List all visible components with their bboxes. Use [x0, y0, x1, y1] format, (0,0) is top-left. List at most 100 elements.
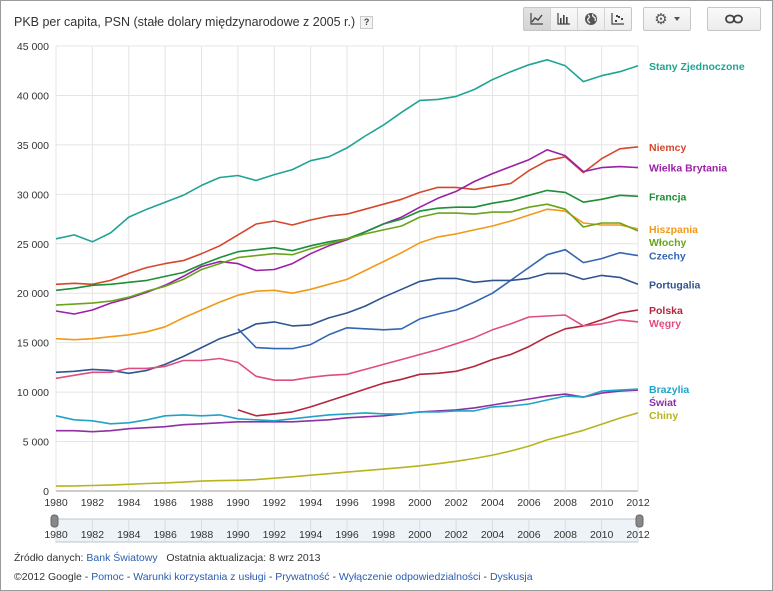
timeline-tick-label: 1984 — [117, 529, 141, 541]
chart-title: PKB per capita, PSN (stałe dolary między… — [14, 15, 356, 29]
footer-link-help[interactable]: Pomoc — [91, 571, 124, 583]
timeline-tick-label: 1994 — [299, 529, 323, 541]
source-line: Źródło danych: Bank Światowy Ostatnia ak… — [14, 552, 320, 564]
series-label: Portugalia — [649, 279, 701, 291]
y-tick-label: 20 000 — [17, 288, 49, 300]
y-axis-ticks: 0 5 000 10 000 15 000 20 000 25 000 30 000 35 0… — [17, 41, 49, 498]
y-tick-label: 35 000 — [17, 140, 49, 152]
series-label: Stany Zjednoczone — [649, 61, 745, 73]
timeline-tick-label: 1980 — [44, 529, 68, 541]
separator: - — [332, 571, 336, 583]
source-label: Źródło danych: — [14, 552, 84, 564]
y-tick-label: 0 — [43, 486, 49, 498]
link-button[interactable] — [707, 7, 761, 31]
y-tick-label: 5 000 — [23, 437, 49, 449]
timeline-tick-label: 2006 — [517, 529, 541, 541]
x-tick-label: 1984 — [117, 497, 141, 509]
series-line — [237, 248, 639, 350]
x-axis-ticks: 1980 1982 1984 1986 1988 1990 1992 1994 1996 1998… — [44, 497, 650, 509]
series-label: Polska — [649, 305, 683, 317]
x-tick-label: 1998 — [372, 497, 396, 509]
series-line — [55, 203, 639, 306]
globe-icon[interactable] — [578, 8, 605, 30]
footer-link-terms[interactable]: Warunki korzystania z usługi — [133, 571, 266, 583]
series-label: Francja — [649, 191, 687, 203]
view-switcher — [523, 7, 632, 31]
y-tick-label: 10 000 — [17, 387, 49, 399]
series-line — [55, 412, 639, 487]
link-icon — [725, 14, 743, 24]
series-lines — [55, 59, 639, 487]
gear-icon: ⚙ — [654, 10, 668, 28]
x-tick-label: 2006 — [517, 497, 541, 509]
timeline-tick-label: 2002 — [444, 529, 468, 541]
timeline-tick-label: 2000 — [408, 529, 432, 541]
y-tick-label: 25 000 — [17, 239, 49, 251]
x-tick-label: 2002 — [444, 497, 468, 509]
series-label: Wielka Brytania — [649, 163, 727, 175]
timeline-tick-label: 1990 — [226, 529, 250, 541]
timeline-tick-label: 1996 — [335, 529, 359, 541]
line-chart-icon[interactable] — [524, 8, 551, 30]
x-tick-label: 1992 — [263, 497, 287, 509]
y-tick-label: 40 000 — [17, 90, 49, 102]
separator: - — [126, 571, 131, 583]
settings-button[interactable]: ⚙ — [643, 7, 691, 31]
series-line — [237, 309, 639, 417]
x-tick-label: 2000 — [408, 497, 432, 509]
series-line — [55, 314, 639, 381]
timeline-slider: 1980 1982 1984 1986 1988 1990 1992 1994 1996 1998… — [44, 514, 650, 543]
timeline-tick-label: 2008 — [554, 529, 578, 541]
x-tick-label: 1988 — [190, 497, 214, 509]
series-line — [55, 208, 639, 341]
copyright-text: ©2012 Google — [14, 571, 82, 583]
timeline-end-handle[interactable] — [635, 514, 644, 528]
x-tick-label: 2010 — [590, 497, 614, 509]
series-label: Niemcy — [649, 142, 687, 154]
source-link[interactable]: Bank Światowy — [86, 552, 158, 564]
timeline-tick-label: 1986 — [153, 529, 177, 541]
grid-lines — [55, 45, 639, 492]
footer-link-privacy[interactable]: Prywatność — [275, 571, 330, 583]
x-tick-label: 1980 — [44, 497, 68, 509]
timeline-tick-label: 1992 — [263, 529, 287, 541]
timeline-tick-label: 1998 — [372, 529, 396, 541]
y-tick-label: 30 000 — [17, 189, 49, 201]
scatter-chart-icon[interactable] — [605, 8, 631, 30]
series-label: Chiny — [649, 410, 678, 422]
x-tick-label: 2012 — [626, 497, 650, 509]
series-label: Hiszpania — [649, 224, 698, 236]
series-labels: Stany Zjednoczone Niemcy Wielka Brytania Fr… — [649, 61, 745, 422]
timeline-tick-label: 2010 — [590, 529, 614, 541]
x-tick-label: 1996 — [335, 497, 359, 509]
footer-link-discussion[interactable]: Dyskusja — [489, 571, 533, 583]
x-tick-label: 2004 — [481, 497, 505, 509]
timeline-tick-label: 2004 — [481, 529, 505, 541]
footer-link-disclaimer[interactable]: Wyłączenie odpowiedzialności — [338, 571, 481, 583]
series-label: Węgry — [649, 318, 681, 330]
y-tick-label: 15 000 — [17, 338, 49, 350]
series-label: Włochy — [649, 237, 686, 249]
series-line — [55, 59, 639, 243]
timeline-tick-label: 2012 — [626, 529, 650, 541]
x-tick-label: 1982 — [81, 497, 105, 509]
chart-header: PKB per capita, PSN (stałe dolary między… — [14, 13, 374, 31]
series-line — [55, 146, 639, 286]
series-line — [56, 389, 639, 433]
update-label: Ostatnia aktualizacja: 8 wrz 2013 — [166, 552, 321, 564]
copyright-line: ©2012 Google - Pomoc - Warunki korzystan… — [14, 571, 533, 583]
series-label: Brazylia — [649, 384, 689, 396]
x-tick-label: 1986 — [153, 497, 177, 509]
bar-chart-icon[interactable] — [551, 8, 578, 30]
separator: - — [483, 571, 488, 583]
x-tick-label: 1990 — [226, 497, 250, 509]
series-label: Świat — [649, 396, 677, 409]
timeline-tick-label: 1982 — [81, 529, 105, 541]
help-icon[interactable]: ? — [360, 15, 374, 29]
series-line — [55, 388, 639, 425]
series-label: Czechy — [649, 251, 686, 263]
timeline-start-handle[interactable] — [50, 514, 59, 528]
x-tick-label: 1994 — [299, 497, 323, 509]
chevron-down-icon — [673, 17, 680, 21]
separator: - — [84, 571, 89, 583]
